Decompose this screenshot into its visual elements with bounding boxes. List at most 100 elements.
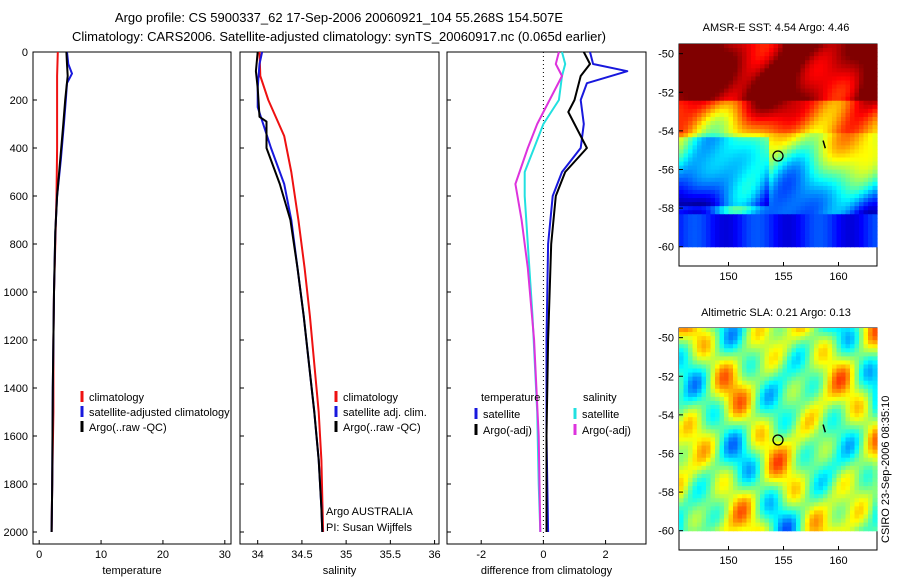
map-cell (814, 44, 820, 49)
map-cell (737, 68, 743, 73)
map-cell (859, 185, 865, 191)
map-cell (710, 526, 716, 532)
map-cell (796, 502, 802, 507)
map-cell (751, 173, 757, 179)
map-cell (697, 64, 703, 69)
map-cell (809, 348, 815, 353)
map-cell (863, 222, 869, 228)
map-cell (841, 157, 847, 163)
map-cell (778, 133, 784, 138)
map-cell (845, 181, 851, 187)
map-cell (859, 161, 865, 167)
map-cell (751, 80, 757, 86)
map-cell (755, 230, 761, 236)
map-cell (859, 230, 865, 236)
legend-header: temperature (481, 392, 540, 404)
map-cell (715, 193, 721, 199)
map-cell (679, 218, 685, 223)
map-cell (818, 376, 824, 382)
map-cell (782, 64, 788, 69)
map-cell (728, 230, 734, 236)
map-cell (764, 185, 770, 191)
map-cell (854, 388, 860, 394)
lat-tick-label: -56 (658, 164, 674, 176)
map-cell (755, 405, 761, 410)
map-cell (805, 234, 811, 240)
map-cell (764, 425, 770, 430)
map-cell (733, 425, 739, 430)
map-cell (787, 332, 793, 337)
map-cell (760, 482, 766, 487)
map-cell (796, 96, 802, 102)
map-cell (778, 522, 784, 528)
map-cell (787, 360, 793, 366)
map-cell (737, 60, 743, 65)
map-cell (737, 80, 743, 86)
map-cell (751, 210, 757, 215)
map-cell (683, 177, 689, 183)
map-cell (836, 518, 842, 524)
map-cell (697, 417, 703, 422)
map-cell (796, 177, 802, 183)
map-cell (827, 405, 833, 410)
map-cell (841, 214, 847, 219)
map-cell (697, 76, 703, 82)
map-cell (782, 348, 788, 353)
map-cell (827, 348, 833, 353)
map-cell (814, 482, 820, 487)
map-cell (751, 340, 757, 345)
map-cell (733, 60, 739, 65)
map-cell (859, 384, 865, 390)
map-cell (701, 409, 707, 414)
map-cell (715, 486, 721, 491)
map-cell (863, 413, 869, 418)
map-cell (782, 44, 788, 49)
map-cell (755, 125, 761, 130)
map-cell (787, 465, 793, 471)
x-axis-label: salinity (323, 565, 357, 577)
map-cell (787, 449, 793, 455)
map-cell (809, 137, 815, 142)
map-cell (710, 465, 716, 471)
map-cell (868, 222, 874, 228)
map-cell (692, 352, 698, 357)
map-cell (832, 112, 838, 118)
map-cell (845, 218, 851, 223)
map-cell (742, 469, 748, 475)
map-cell (719, 92, 725, 98)
map-cell (863, 214, 869, 219)
map-cell (854, 372, 860, 378)
map-cell (751, 344, 757, 349)
map-cell (683, 145, 689, 150)
y-tick-label: 1600 (4, 431, 28, 443)
map-cell (854, 453, 860, 459)
map-cell (692, 210, 698, 215)
map-cell (800, 392, 806, 398)
map-cell (836, 76, 842, 82)
map-cell (796, 344, 802, 349)
map-cell (773, 88, 779, 94)
map-cell (706, 384, 712, 390)
map-cell (742, 125, 748, 130)
map-cell (796, 238, 802, 244)
map-cell (710, 64, 716, 69)
map-cell (764, 514, 770, 520)
map-cell (863, 380, 869, 386)
map-cell (836, 364, 842, 370)
map-cell (733, 384, 739, 390)
map-cell (872, 189, 878, 195)
map-cell (701, 340, 707, 345)
map-cell (755, 477, 761, 483)
map-cell (742, 526, 748, 532)
map-cell (769, 433, 775, 439)
map-cell (719, 226, 725, 232)
map-cell (845, 185, 851, 191)
map-cell (809, 360, 815, 366)
map-cell (800, 173, 806, 179)
map-cell (791, 68, 797, 73)
map-cell (742, 230, 748, 236)
map-cell (679, 60, 685, 65)
map-cell (688, 396, 694, 402)
map-cell (769, 96, 775, 102)
map-cell (868, 137, 874, 142)
